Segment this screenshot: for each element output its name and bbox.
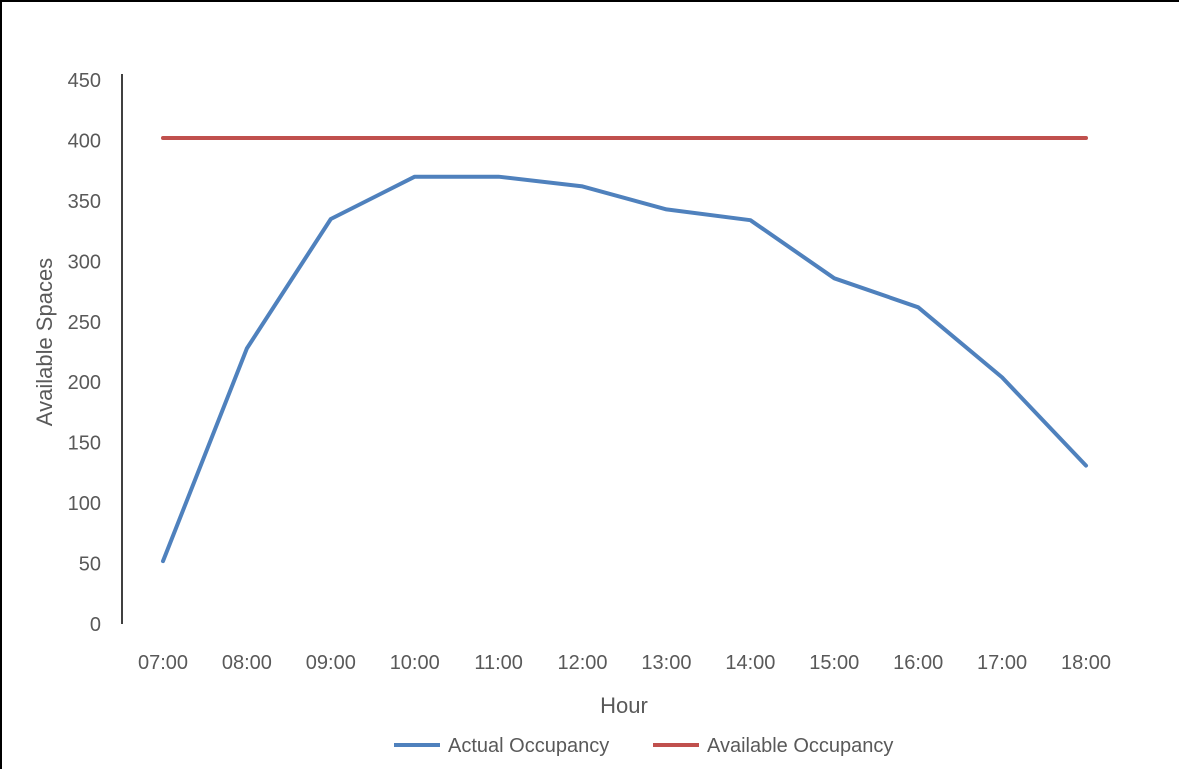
x-tick-label: 16:00 [893, 652, 943, 674]
y-tick-label: 400 [68, 130, 101, 152]
x-tick-label: 18:00 [1061, 652, 1111, 674]
series-lines [161, 136, 1088, 564]
y-axis-title: Available Spaces [32, 258, 57, 426]
y-tick-label: 150 [68, 433, 101, 455]
y-tick-label: 350 [68, 191, 101, 213]
y-tick-label: 250 [68, 312, 101, 334]
y-tick-label: 50 [79, 554, 101, 576]
x-tick-label: 13:00 [641, 652, 691, 674]
x-tick-label: 17:00 [977, 652, 1027, 674]
y-tick-label: 0 [90, 614, 101, 636]
y-tick-label: 200 [68, 372, 101, 394]
x-axis-title: Hour [600, 693, 648, 718]
legend-label: Actual Occupancy [448, 735, 609, 757]
x-tick-label: 09:00 [306, 652, 356, 674]
legend: Actual Occupancy Available Occupancy [394, 735, 893, 757]
y-tick-label: 100 [68, 493, 101, 515]
x-axis: 07:00 08:00 09:00 10:00 11:00 12:00 13:00 14:00… [138, 652, 1111, 674]
y-tick-label: 450 [68, 70, 101, 92]
x-tick-label: 12:00 [558, 652, 608, 674]
x-tick-label: 07:00 [138, 652, 188, 674]
x-tick-label: 14:00 [725, 652, 775, 674]
x-tick-label: 15:00 [809, 652, 859, 674]
x-tick-label: 10:00 [390, 652, 440, 674]
y-tick-label: 300 [68, 251, 101, 273]
series-line-1 [161, 174, 1088, 564]
y-axis: 0 50 100 150 200 250 300 350 400 450 [68, 70, 123, 636]
legend-label: Available Occupancy [707, 735, 893, 757]
x-tick-label: 11:00 [474, 652, 523, 674]
x-tick-label: 08:00 [222, 652, 272, 674]
